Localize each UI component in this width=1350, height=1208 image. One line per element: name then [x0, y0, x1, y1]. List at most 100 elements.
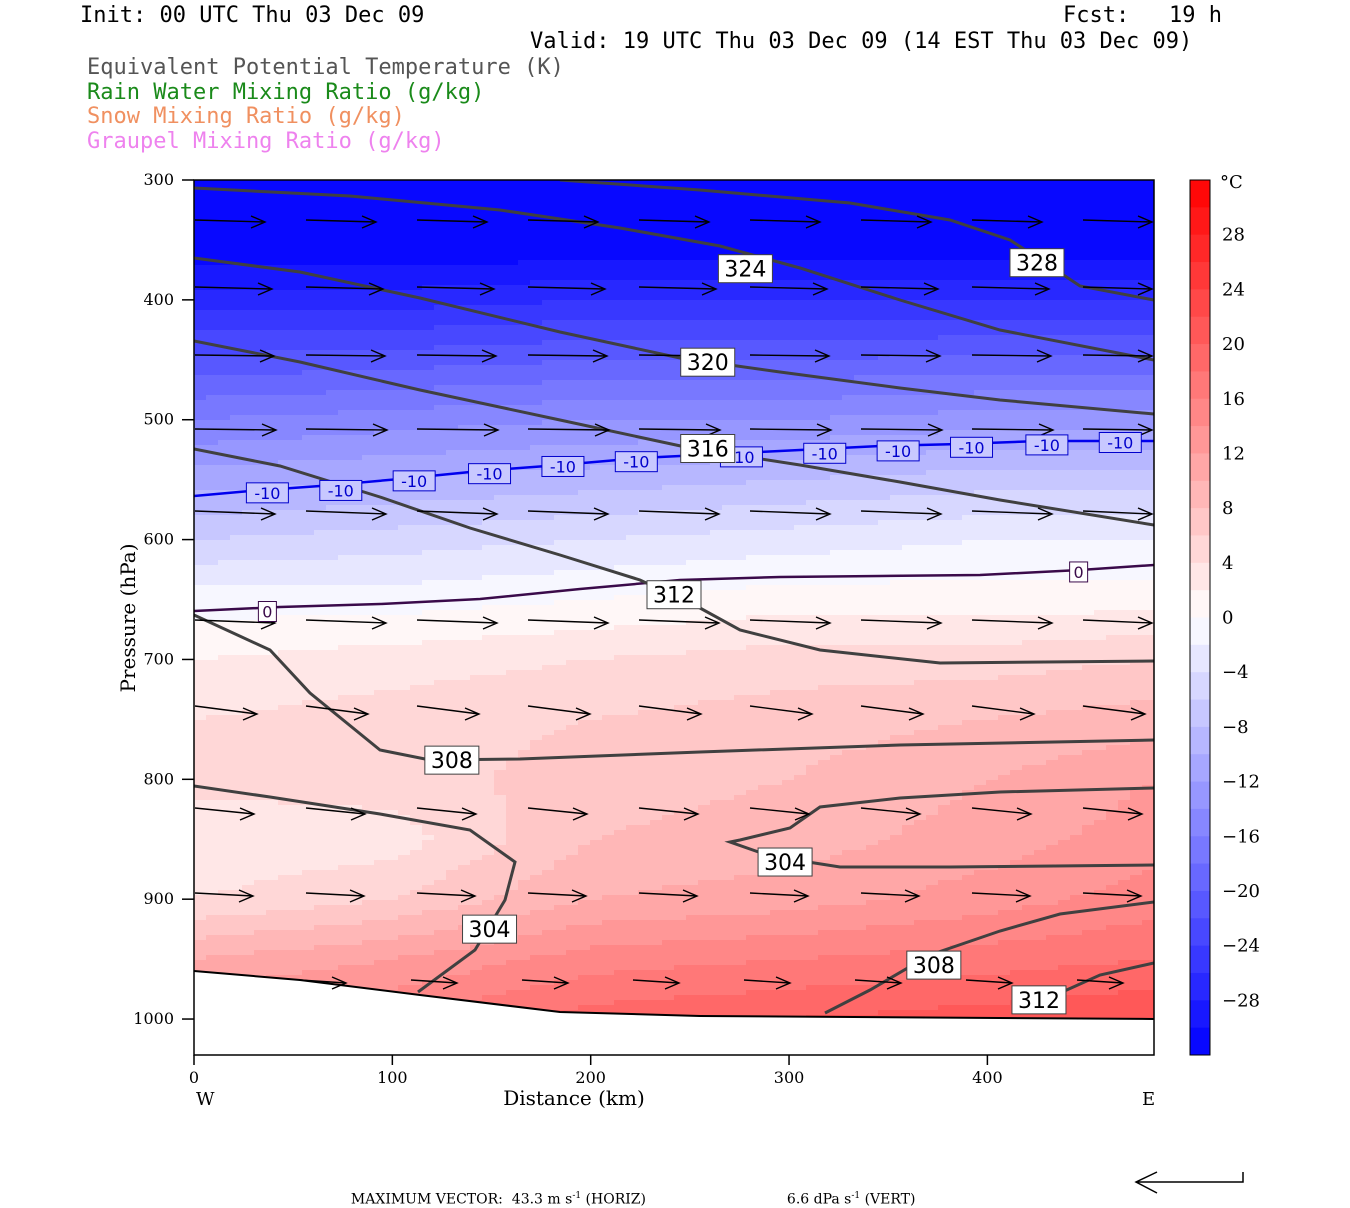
field-cell: [854, 270, 867, 276]
field-cell: [482, 300, 495, 306]
field-cell: [446, 465, 459, 471]
field-cell: [878, 395, 891, 401]
field-cell: [626, 245, 639, 251]
field-cell: [626, 255, 639, 261]
field-cell: [638, 220, 651, 226]
field-cell: [530, 475, 543, 481]
field-cell: [290, 410, 303, 416]
field-cell: [1106, 370, 1119, 376]
field-cell: [494, 195, 507, 201]
field-cell: [1010, 305, 1023, 311]
field-cell: [746, 465, 759, 471]
field-cell: [446, 370, 459, 376]
field-cell: [626, 185, 639, 191]
field-cell: [722, 375, 735, 381]
field-cell: [974, 345, 987, 351]
field-cell: [1034, 485, 1047, 491]
field-cell: [1094, 305, 1107, 311]
field-cell: [254, 340, 267, 346]
field-cell: [362, 255, 375, 261]
field-cell: [662, 265, 675, 271]
field-cell: [962, 190, 975, 196]
field-cell: [854, 255, 867, 261]
field-cell: [590, 430, 603, 436]
field-cell: [482, 240, 495, 246]
field-cell: [1022, 305, 1035, 311]
field-cell: [1106, 320, 1119, 326]
field-cell: [950, 240, 963, 246]
field-cell: [338, 415, 351, 421]
field-cell: [590, 470, 603, 476]
field-cell: [350, 435, 363, 441]
field-cell: [854, 295, 867, 301]
field-cell: [422, 340, 435, 346]
field-cell: [746, 320, 759, 326]
field-cell: [626, 340, 639, 346]
field-cell: [254, 210, 267, 216]
field-cell: [842, 330, 855, 336]
field-cell: [206, 395, 219, 401]
field-cell: [410, 260, 423, 266]
field-cell: [398, 355, 411, 361]
field-cell: [314, 260, 327, 266]
field-cell: [566, 435, 579, 441]
field-cell: [722, 395, 735, 401]
field-cell: [242, 235, 255, 241]
field-cell: [866, 255, 879, 261]
field-cell: [758, 460, 771, 466]
field-cell: [578, 360, 591, 366]
field-cell: [758, 415, 771, 421]
field-cell: [1106, 425, 1119, 431]
field-cell: [242, 315, 255, 321]
field-cell: [782, 290, 795, 296]
field-cell: [434, 455, 447, 461]
field-cell: [986, 400, 999, 406]
field-cell: [1094, 235, 1107, 241]
field-cell: [1142, 310, 1154, 316]
field-cell: [362, 290, 375, 296]
field-cell: [422, 300, 435, 306]
field-cell: [686, 230, 699, 236]
field-cell: [854, 200, 867, 206]
field-cell: [974, 215, 987, 221]
field-cell: [194, 475, 207, 481]
field-cell: [458, 230, 471, 236]
field-cell: [710, 465, 723, 471]
field-cell: [218, 440, 231, 446]
field-cell: [710, 180, 723, 186]
field-cell: [482, 370, 495, 376]
field-cell: [1058, 355, 1071, 361]
field-cell: [1082, 220, 1095, 226]
field-cell: [290, 460, 303, 466]
field-cell: [1118, 390, 1131, 396]
field-cell: [1046, 460, 1059, 466]
field-cell: [578, 350, 591, 356]
field-cell: [362, 245, 375, 251]
field-cell: [734, 430, 747, 436]
field-cell: [650, 425, 663, 431]
field-cell: [254, 400, 267, 406]
field-cell: [230, 480, 243, 486]
field-cell: [1106, 455, 1119, 461]
field-cell: [1118, 360, 1131, 366]
field-cell: [1022, 220, 1035, 226]
field-cell: [554, 265, 567, 271]
field-cell: [734, 210, 747, 216]
field-cell: [590, 455, 603, 461]
field-cell: [866, 370, 879, 376]
field-cell: [1082, 335, 1095, 341]
field-cell: [746, 385, 759, 391]
field-cell: [554, 485, 567, 491]
field-cell: [218, 220, 231, 226]
field-cell: [1058, 285, 1071, 291]
field-cell: [626, 425, 639, 431]
field-cell: [470, 345, 483, 351]
field-cell: [614, 330, 627, 336]
field-cell: [782, 315, 795, 321]
field-cell: [506, 180, 519, 186]
field-cell: [1118, 280, 1131, 286]
field-cell: [950, 225, 963, 231]
field-cell: [542, 250, 555, 256]
field-cell: [794, 460, 807, 466]
field-cell: [998, 200, 1011, 206]
